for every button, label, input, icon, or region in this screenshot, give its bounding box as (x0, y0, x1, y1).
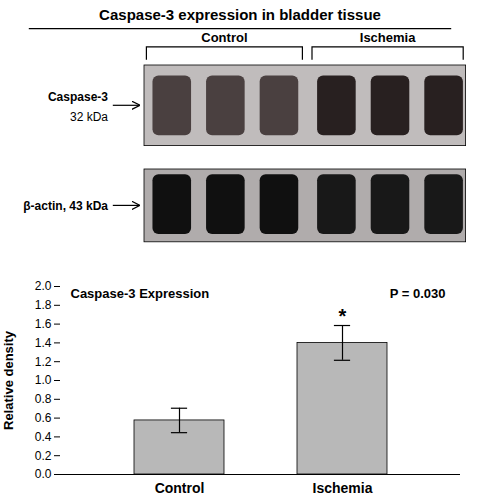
svg-text:Caspase-3: Caspase-3 (48, 90, 108, 104)
svg-text:Control: Control (201, 30, 247, 45)
svg-text:2.0: 2.0 (35, 279, 52, 293)
svg-text:32 kDa: 32 kDa (70, 110, 108, 124)
svg-text:Ischemia: Ischemia (313, 480, 373, 496)
svg-text:0.6: 0.6 (35, 411, 52, 425)
svg-text:0.4: 0.4 (35, 430, 52, 444)
svg-text:1.6: 1.6 (35, 317, 52, 331)
svg-text:Relative density: Relative density (1, 330, 16, 430)
svg-text:0.2: 0.2 (35, 449, 52, 463)
svg-text:1.2: 1.2 (35, 355, 52, 369)
svg-text:P = 0.030: P = 0.030 (390, 286, 446, 301)
svg-text:*: * (339, 305, 347, 327)
svg-text:1.8: 1.8 (35, 298, 52, 312)
svg-text:β-actin, 43 kDa: β-actin, 43 kDa (23, 199, 108, 213)
svg-text:Control: Control (155, 480, 205, 496)
svg-text:1.0: 1.0 (35, 373, 52, 387)
svg-text:Caspase-3 Expression: Caspase-3 Expression (71, 286, 210, 301)
svg-text:Caspase-3 expression in bladde: Caspase-3 expression in bladder tissue (99, 6, 381, 23)
svg-text:0.0: 0.0 (35, 467, 52, 481)
svg-text:0.8: 0.8 (35, 392, 52, 406)
svg-text:Ischemia: Ischemia (360, 30, 416, 45)
svg-text:1.4: 1.4 (35, 336, 52, 350)
